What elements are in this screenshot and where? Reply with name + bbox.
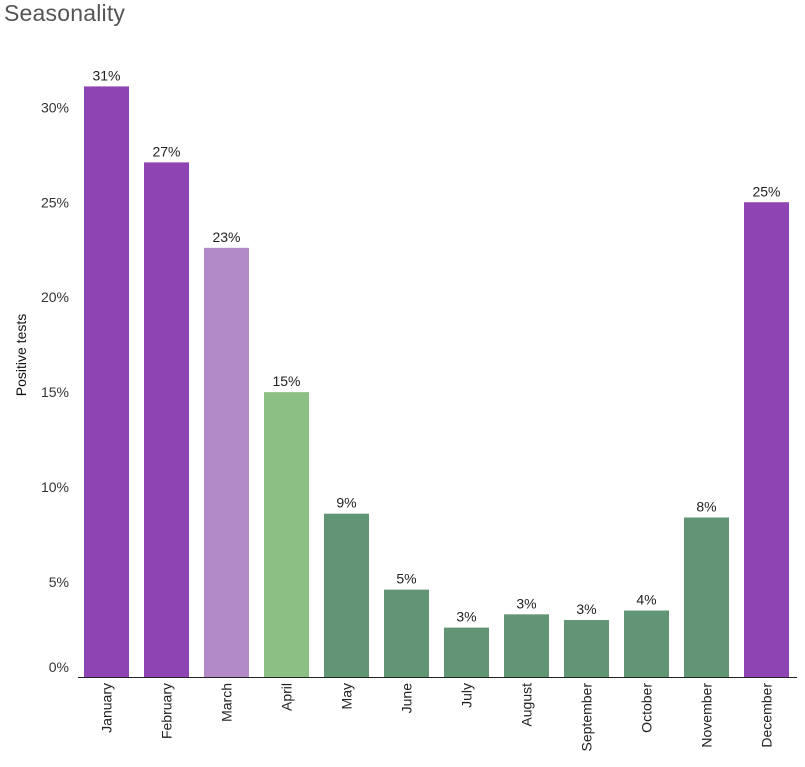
bar (624, 610, 669, 677)
x-tick-label: January (99, 683, 115, 733)
y-axis: 0% 5% 10% 15% 20% 25% 30% (41, 99, 69, 675)
bar (684, 517, 729, 677)
bar (504, 614, 549, 677)
bar (444, 627, 489, 677)
data-label: 3% (576, 601, 596, 617)
chart-title: Seasonality (4, 0, 126, 26)
x-tick-label: November (699, 683, 715, 748)
data-label: 23% (212, 229, 240, 245)
data-label: 27% (152, 143, 180, 159)
y-tick-label: 10% (41, 479, 69, 495)
y-axis-title: Positive tests (13, 314, 29, 396)
x-tick-label: February (159, 683, 175, 739)
bar (564, 620, 609, 677)
bars (84, 86, 789, 678)
data-label: 25% (752, 183, 780, 199)
data-label: 3% (516, 595, 536, 611)
data-label: 8% (696, 498, 716, 514)
x-axis: January February March April May June July Augu… (99, 683, 775, 752)
data-labels: 31% 27% 23% 15% 9% 5% 3% 3% 3% 4% 8% 25% (92, 67, 780, 624)
data-label: 3% (456, 609, 476, 625)
y-tick-label: 15% (41, 384, 69, 400)
x-tick-label: May (339, 683, 355, 709)
y-tick-label: 0% (49, 659, 69, 675)
x-tick-label: March (219, 683, 235, 722)
x-tick-label: April (279, 683, 295, 711)
x-tick-label: July (459, 683, 475, 708)
bar (204, 247, 249, 678)
bar (744, 202, 789, 677)
x-tick-label: October (639, 683, 655, 733)
bar (324, 513, 369, 677)
y-tick-label: 5% (49, 574, 69, 590)
bar (264, 392, 309, 677)
data-label: 31% (92, 67, 120, 83)
bar (144, 162, 189, 678)
x-tick-label: June (399, 683, 415, 714)
x-tick-label: December (759, 683, 775, 748)
y-tick-label: 30% (41, 99, 69, 115)
bar (84, 86, 129, 677)
x-tick-label: September (579, 683, 595, 752)
data-label: 5% (396, 571, 416, 587)
data-label: 9% (336, 495, 356, 511)
bar (384, 589, 429, 677)
data-label: 15% (272, 373, 300, 389)
data-label: 4% (636, 592, 656, 608)
y-tick-label: 25% (41, 194, 69, 210)
y-tick-label: 20% (41, 289, 69, 305)
x-tick-label: August (519, 683, 535, 727)
